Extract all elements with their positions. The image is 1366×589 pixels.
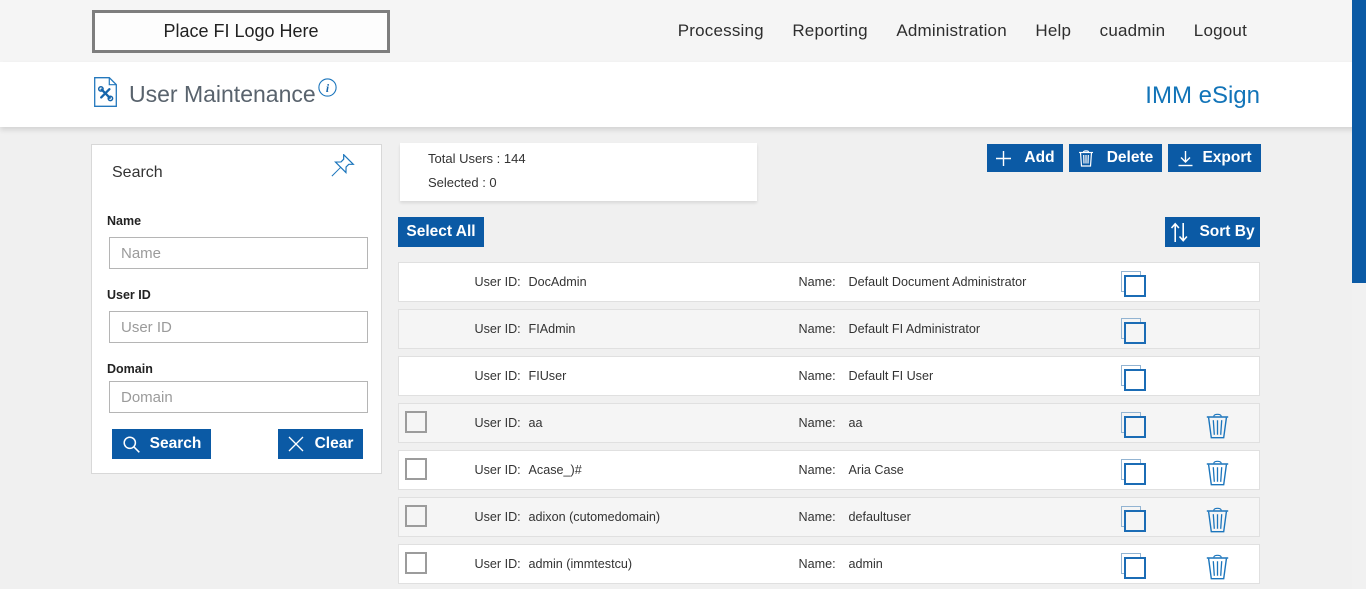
svg-text:i: i xyxy=(326,83,330,95)
